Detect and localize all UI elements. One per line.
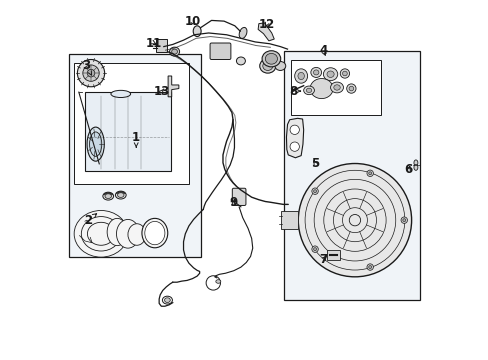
- Text: 13: 13: [154, 85, 170, 98]
- Ellipse shape: [144, 221, 164, 245]
- Ellipse shape: [215, 280, 221, 283]
- Ellipse shape: [303, 86, 314, 95]
- Bar: [69, 54, 201, 257]
- Ellipse shape: [294, 69, 307, 83]
- Ellipse shape: [105, 194, 111, 198]
- Ellipse shape: [342, 71, 346, 76]
- Ellipse shape: [171, 49, 177, 54]
- Text: 4: 4: [319, 44, 327, 57]
- Circle shape: [298, 163, 411, 277]
- Ellipse shape: [340, 69, 349, 78]
- Ellipse shape: [262, 51, 280, 67]
- Ellipse shape: [262, 62, 272, 71]
- Ellipse shape: [89, 132, 102, 156]
- Ellipse shape: [116, 220, 139, 248]
- Text: 5: 5: [311, 157, 319, 170]
- Polygon shape: [286, 118, 303, 158]
- Circle shape: [87, 69, 95, 77]
- Text: 10: 10: [184, 15, 200, 28]
- Ellipse shape: [81, 217, 121, 251]
- Circle shape: [82, 65, 99, 81]
- Polygon shape: [168, 76, 179, 97]
- Text: 3: 3: [82, 59, 91, 75]
- Circle shape: [311, 246, 318, 252]
- Ellipse shape: [74, 211, 128, 257]
- Ellipse shape: [297, 72, 304, 80]
- Ellipse shape: [117, 193, 124, 197]
- FancyBboxPatch shape: [210, 43, 230, 59]
- Ellipse shape: [193, 26, 201, 37]
- Ellipse shape: [348, 86, 353, 91]
- Ellipse shape: [169, 47, 179, 56]
- Ellipse shape: [309, 78, 332, 99]
- Bar: [284, 51, 419, 300]
- FancyBboxPatch shape: [156, 40, 166, 52]
- Ellipse shape: [274, 62, 285, 71]
- Circle shape: [402, 219, 405, 222]
- Circle shape: [366, 264, 373, 270]
- Ellipse shape: [265, 53, 277, 64]
- Text: 11: 11: [146, 36, 162, 50]
- Circle shape: [311, 188, 318, 194]
- Circle shape: [313, 190, 316, 193]
- Ellipse shape: [413, 165, 417, 170]
- Ellipse shape: [310, 67, 321, 77]
- FancyBboxPatch shape: [281, 211, 297, 229]
- Ellipse shape: [413, 160, 417, 166]
- Circle shape: [366, 170, 373, 176]
- Text: 9: 9: [228, 196, 237, 209]
- Ellipse shape: [128, 224, 145, 245]
- Bar: [326, 249, 339, 260]
- Ellipse shape: [111, 90, 130, 98]
- Text: 7: 7: [319, 253, 327, 266]
- Circle shape: [400, 217, 407, 224]
- Ellipse shape: [239, 27, 246, 39]
- Circle shape: [368, 172, 371, 175]
- Ellipse shape: [323, 68, 337, 81]
- Ellipse shape: [333, 85, 340, 90]
- Bar: [74, 63, 188, 184]
- Text: 6: 6: [404, 163, 412, 176]
- Ellipse shape: [107, 219, 127, 246]
- Ellipse shape: [346, 84, 355, 93]
- Ellipse shape: [142, 219, 167, 248]
- Circle shape: [77, 59, 104, 87]
- Ellipse shape: [326, 71, 333, 77]
- Ellipse shape: [259, 59, 275, 73]
- Ellipse shape: [330, 82, 343, 93]
- Text: 8: 8: [288, 85, 300, 98]
- Ellipse shape: [102, 192, 113, 200]
- FancyBboxPatch shape: [232, 188, 245, 206]
- Ellipse shape: [236, 57, 245, 65]
- Bar: [290, 60, 380, 116]
- Polygon shape: [258, 23, 274, 41]
- Circle shape: [289, 125, 299, 134]
- Ellipse shape: [164, 298, 170, 302]
- Ellipse shape: [87, 222, 115, 245]
- Ellipse shape: [115, 191, 126, 199]
- Text: 1: 1: [132, 131, 140, 147]
- Ellipse shape: [313, 70, 318, 75]
- Text: 2: 2: [84, 214, 97, 227]
- Text: 12: 12: [258, 18, 274, 31]
- Ellipse shape: [87, 127, 104, 161]
- FancyBboxPatch shape: [85, 92, 171, 171]
- Ellipse shape: [162, 296, 172, 304]
- Circle shape: [368, 266, 371, 269]
- Circle shape: [289, 142, 299, 151]
- Ellipse shape: [306, 88, 311, 93]
- Circle shape: [313, 248, 316, 251]
